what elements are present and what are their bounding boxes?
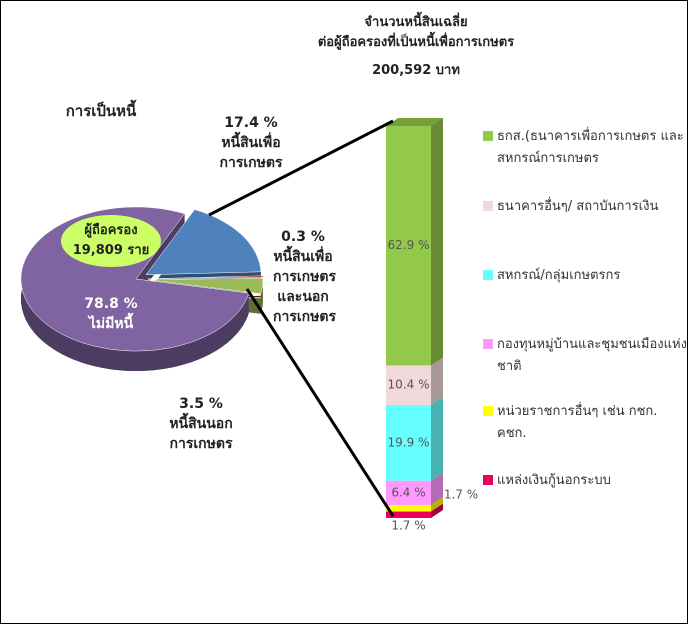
legend-entry: ธนาคารอื่นๆ/ สถาบันการเงิน: [483, 196, 687, 218]
bar-segment: [386, 480, 431, 506]
legend-entry: กองทุนหมู่บ้านและชุมชนเมืองแห่งชาติ: [483, 334, 687, 378]
legend-label: กองทุนหมู่บ้านและชุมชนเมืองแห่งชาติ: [497, 337, 687, 374]
stacked-bar: 1.7 % 1.7 % 6.4 % 19.9 % 10.4 % 62.9 %: [386, 118, 478, 533]
connector-line: [208, 119, 394, 217]
bar-side: [431, 503, 443, 518]
center-label: 19,809 ราย: [72, 243, 150, 258]
connector-line: [245, 288, 395, 517]
category-label: หนี้สินเพื่อการเกษตรและนอกการเกษตร: [273, 249, 336, 325]
legend-entry: ธกส.(ธนาคารเพื่อการเกษตร และสหกรณ์การเกษ…: [483, 126, 687, 170]
category-label: หนี้สินนอกการเกษตร: [169, 416, 233, 452]
segment-label: 19.9 %: [388, 435, 430, 449]
bar-segment: [386, 404, 431, 481]
legend-label: สหกรณ์/กลุ่มเกษตรกร: [497, 268, 621, 283]
center-label: ผู้ถือครอง: [84, 223, 138, 238]
legend-label: หน่วยราชการอื่นๆ เช่น กชก. คชก.: [497, 404, 658, 441]
value-label: 0.3 %: [281, 229, 325, 245]
bar-side: [431, 357, 443, 405]
legend-swatch: [483, 201, 493, 211]
bar-side: [431, 472, 443, 506]
bar-segment: [386, 505, 431, 512]
segment-label: 1.7 %: [444, 488, 478, 502]
category-label: หนี้สินเพื่อการเกษตร: [219, 135, 283, 171]
legend-swatch: [483, 406, 493, 416]
segment-label: 1.7 %: [391, 519, 425, 533]
segment-label: 10.4 %: [388, 378, 430, 392]
slice-side: [260, 278, 263, 314]
center-badge: [61, 215, 161, 267]
pie-slice: [147, 275, 264, 280]
bar-segment: [386, 126, 431, 366]
legend-label: ธนาคารอื่นๆ/ สถาบันการเงิน: [497, 199, 659, 214]
bar-side: [431, 396, 443, 481]
bar-segment: [386, 511, 431, 518]
value-label: 78.8 %: [84, 296, 138, 312]
segment-label: 6.4 %: [391, 485, 425, 499]
legend-label: แหล่งเงินกู้นอกระบบ: [497, 473, 611, 488]
bar-top: [386, 118, 443, 126]
bar-title: ต่อผู้ถือครองที่เป็นหนี้เพื่อการเกษตร: [317, 35, 515, 50]
value-label: 17.4 %: [224, 115, 278, 131]
pie-slice: [147, 277, 264, 295]
legend-swatch: [483, 270, 493, 280]
legend-entry: สหกรณ์/กลุ่มเกษตรกร: [483, 265, 687, 287]
bar-side: [431, 118, 443, 366]
segment-label: 62.9 %: [388, 238, 430, 252]
legend-swatch: [483, 131, 493, 141]
bar-side: [431, 497, 443, 512]
pie: [20, 206, 264, 371]
bar-title: จำนวนหนี้สินเฉลี่ย: [364, 15, 468, 30]
legend-entry: หน่วยราชการอื่นๆ เช่น กชก. คชก.: [483, 401, 687, 445]
pie-title: การเป็นหนี้: [65, 102, 137, 120]
legend-swatch: [483, 475, 493, 485]
bar-subtitle: 200,592 บาท: [372, 63, 460, 78]
value-label: 3.5 %: [179, 396, 223, 412]
legend-label: ธกส.(ธนาคารเพื่อการเกษตร และสหกรณ์การเกษ…: [497, 129, 684, 166]
category-label: ไม่มีหนี้: [88, 316, 134, 332]
bar-segment: [386, 365, 431, 405]
legend-swatch: [483, 339, 493, 349]
legend-entry: แหล่งเงินกู้นอกระบบ: [483, 470, 687, 492]
